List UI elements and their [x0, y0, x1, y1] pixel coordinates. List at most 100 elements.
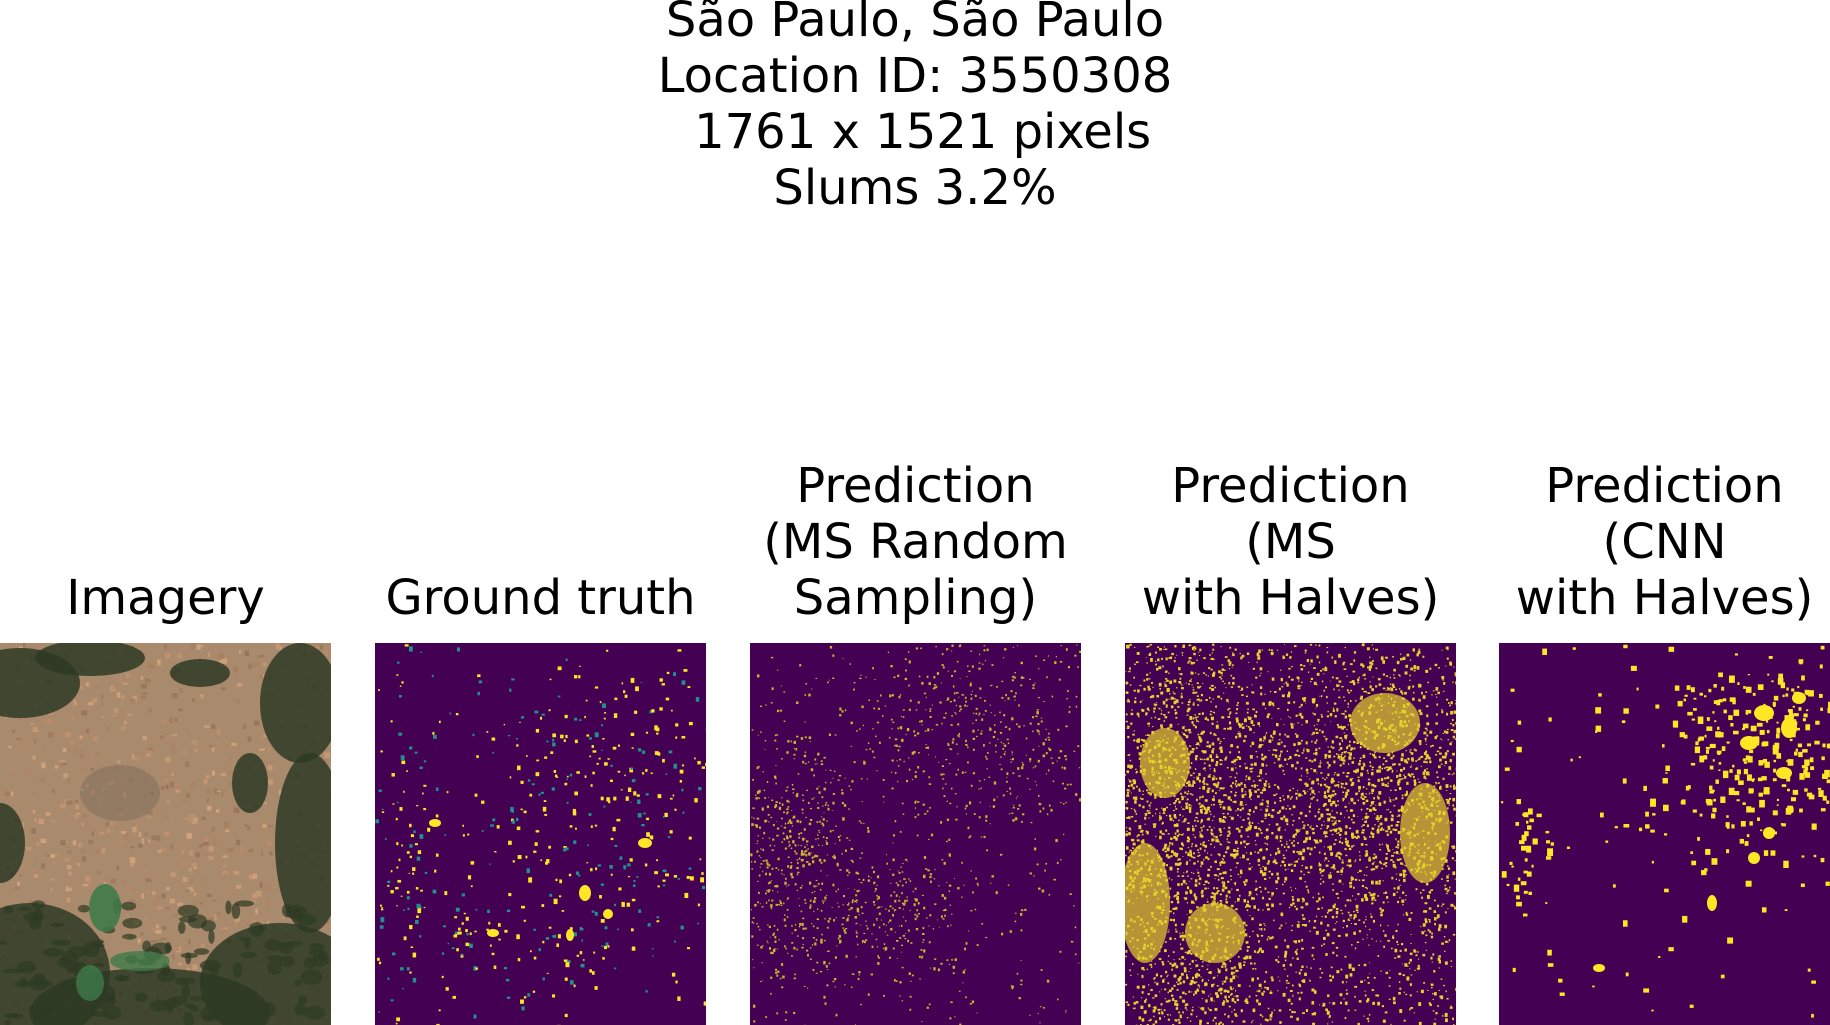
- slum-pixel: [661, 683, 665, 686]
- terrain-patch: [96, 871, 102, 875]
- slum-pixel: [1237, 701, 1239, 704]
- slum-pixel: [850, 745, 852, 748]
- slum-pixel: [902, 934, 906, 937]
- slum-pixel: [599, 895, 602, 899]
- slum-pixel: [1280, 924, 1283, 927]
- slum-pixel: [1431, 986, 1433, 989]
- slum-pixel: [1262, 757, 1265, 761]
- slum-pixel: [950, 1001, 953, 1004]
- slum-pixel: [1061, 782, 1064, 785]
- slum-pixel: [759, 928, 761, 931]
- slum-pixel: [945, 712, 947, 715]
- slum-pixel: [392, 803, 395, 805]
- slum-pixel: [957, 887, 960, 890]
- slum-pixel: [750, 908, 752, 911]
- slum-pixel: [1236, 970, 1239, 972]
- slum-pixel: [1299, 851, 1303, 856]
- slum-pixel: [1319, 783, 1323, 787]
- terrain-patch: [65, 886, 69, 892]
- slum-pixel: [925, 744, 927, 746]
- slum-pixel: [1434, 663, 1438, 667]
- terrain-patch: [68, 871, 72, 876]
- slum-pixel: [1377, 895, 1380, 897]
- slum-pixel: [964, 807, 967, 810]
- slum-pixel: [1302, 790, 1306, 793]
- terrain-patch: [81, 849, 85, 854]
- slum-pixel: [915, 928, 919, 931]
- slum-pixel: [1358, 964, 1361, 966]
- terrain-patch: [212, 792, 218, 797]
- slum-pixel: [1190, 1013, 1193, 1016]
- slum-pixel: [1300, 703, 1303, 707]
- slum-pixel: [949, 1017, 952, 1020]
- slum-pixel: [967, 665, 969, 667]
- slum-pixel: [1245, 941, 1249, 944]
- slum-pixel: [1020, 929, 1023, 932]
- slum-pixel: [1373, 797, 1376, 800]
- slum-pixel: [893, 979, 896, 982]
- terrain-patch: [40, 838, 47, 844]
- slum-pixel: [772, 838, 775, 841]
- slum-pixel: [970, 693, 973, 696]
- slum-pixel: [907, 878, 910, 880]
- slum-pixel: [1173, 813, 1177, 817]
- terrain-patch: [14, 886, 20, 890]
- terrain-patch: [217, 912, 220, 916]
- terrain-patch: [216, 729, 222, 735]
- slum-pixel: [841, 853, 844, 855]
- slum-pixel: [1417, 951, 1419, 953]
- prediction-mask: [1125, 643, 1456, 1025]
- slum-pixel: [1203, 750, 1207, 754]
- slum-pixel: [766, 866, 769, 869]
- slum-pixel: [856, 901, 858, 903]
- slum-pixel: [1442, 679, 1444, 681]
- slum-pixel: [1181, 702, 1184, 704]
- slum-pixel: [610, 873, 613, 876]
- slum-pixel: [897, 765, 900, 767]
- slum-pixel: [1017, 645, 1019, 647]
- slum-pixel: [520, 999, 524, 1004]
- slum-pixel: [1015, 797, 1017, 799]
- slum-pixel: [928, 776, 931, 779]
- slum-pixel: [816, 908, 819, 910]
- terrain-patch: [156, 924, 159, 929]
- slum-pixel: [1128, 779, 1130, 781]
- slum-pixel: [1353, 651, 1357, 654]
- terrain-patch: [191, 739, 195, 744]
- slum-pixel: [1231, 787, 1233, 789]
- slum-cluster: [603, 909, 613, 919]
- slum-pixel: [650, 838, 653, 840]
- slum-pixel: [915, 709, 918, 711]
- slum-pixel: [1434, 1018, 1436, 1020]
- slum-pixel: [898, 899, 901, 902]
- slum-pixel: [863, 932, 866, 935]
- slum-pixel: [836, 862, 839, 866]
- slum-pixel: [839, 707, 842, 711]
- slum-pixel: [916, 834, 919, 837]
- slum-pixel: [763, 831, 766, 834]
- slum-pixel: [999, 764, 1001, 765]
- slum-pixel: [395, 1022, 398, 1025]
- slum-pixel: [1236, 888, 1239, 892]
- slum-pixel: [1332, 1002, 1336, 1005]
- terrain-patch: [68, 887, 72, 892]
- slum-pixel: [935, 686, 938, 689]
- slum-pixel: [1333, 867, 1336, 870]
- slum-pixel: [1255, 887, 1258, 890]
- slum-pixel: [1200, 819, 1203, 823]
- slum-pixel: [675, 723, 679, 727]
- slum-pixel: [1037, 1012, 1039, 1015]
- slum-pixel: [948, 884, 952, 887]
- slum-pixel: [811, 688, 813, 690]
- slum-pixel: [793, 1011, 796, 1015]
- slum-pixel: [946, 840, 948, 843]
- slum-pixel: [1020, 676, 1023, 679]
- slum-pixel: [1014, 699, 1016, 701]
- slum-pixel: [1370, 868, 1374, 871]
- slum-pixel: [882, 778, 885, 781]
- terrain-patch: [152, 928, 156, 934]
- slum-pixel: [942, 778, 945, 780]
- slum-pixel: [1341, 861, 1344, 864]
- terrain-patch: [110, 686, 117, 692]
- slum-pixel: [958, 990, 961, 992]
